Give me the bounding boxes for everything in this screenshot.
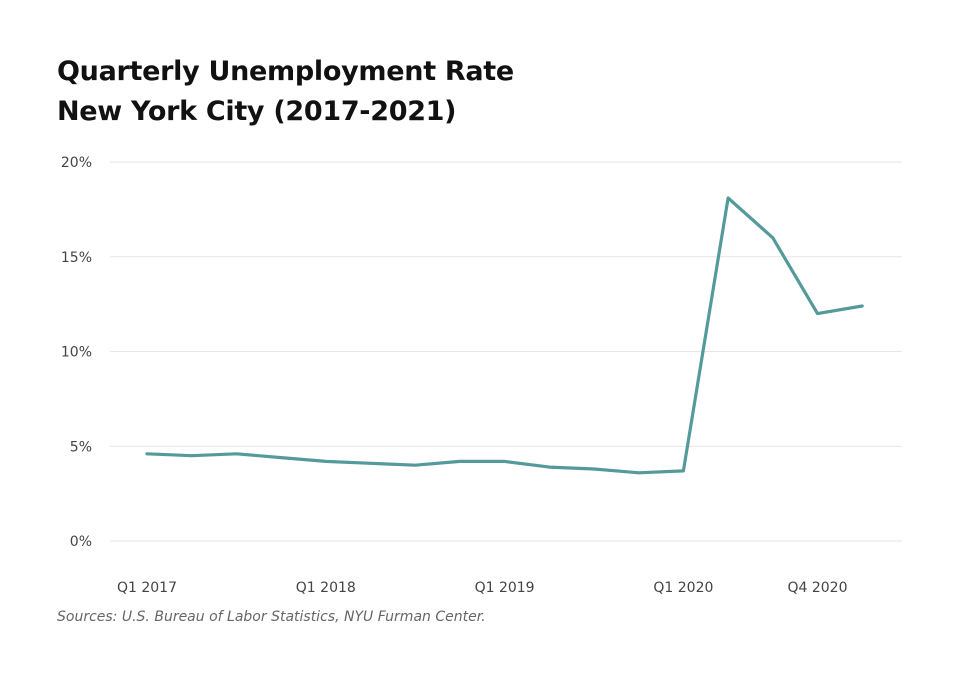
data-point [503,460,506,463]
data-point [279,456,283,460]
y-tick-label: 10% [61,345,92,361]
data-point [145,452,149,456]
x-tick-label: Q1 2017 [117,580,177,596]
data-point [547,465,551,469]
data-point [458,460,462,463]
chart-title-block: Quarterly Unemployment Rate New York Cit… [57,52,514,132]
data-point [726,196,730,200]
y-tick-label: 20% [61,155,92,171]
data-point [369,461,372,465]
unemployment-rate-line [145,196,864,475]
y-tick-label: 0% [70,534,92,550]
grid-lines [110,161,902,542]
x-tick-label: Q1 2020 [653,580,713,596]
data-point [637,471,641,475]
data-point [771,236,775,240]
data-point [190,454,194,458]
x-tick-label: Q1 2019 [475,580,535,596]
data-point [592,467,596,471]
data-point [324,460,328,463]
x-axis-tick-labels: Q1 2017 Q1 2018 Q1 2019 Q1 2020 Q4 2020 [117,580,848,596]
y-axis-tick-labels: 0% 5% 10% 15% 20% [61,155,92,550]
series-lines [145,196,864,475]
x-tick-label: Q1 2018 [296,580,356,596]
chart-subtitle: New York City (2017-2021) [57,96,457,127]
source-note: Sources: U.S. Bureau of Labor Statistics… [57,609,486,625]
x-tick-label: Q4 2020 [787,580,847,596]
y-tick-label: 5% [70,439,92,455]
data-point [682,469,685,473]
data-point [860,304,864,308]
data-point [235,452,238,456]
y-tick-label: 15% [61,250,92,266]
data-point [413,463,417,467]
chart-title: Quarterly Unemployment Rate [57,56,514,87]
data-point [816,312,819,315]
